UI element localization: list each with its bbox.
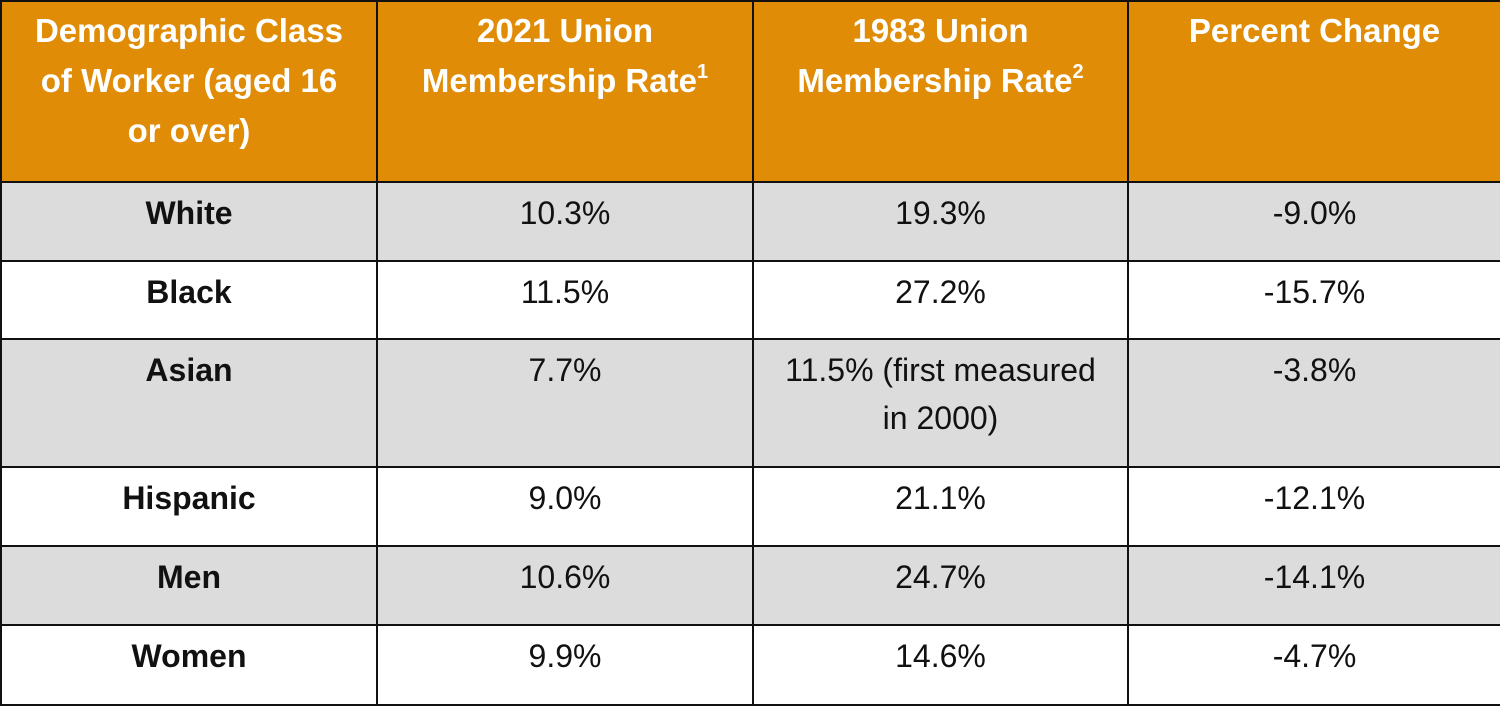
- cell: -15.7%: [1127, 260, 1500, 340]
- row-label: Hispanic: [0, 466, 378, 547]
- cell: -4.7%: [1127, 624, 1500, 706]
- table-row: Women 9.9% 14.6% -4.7%: [0, 624, 1500, 706]
- table-row: Men 10.6% 24.7% -14.1%: [0, 545, 1500, 626]
- cell: 9.0%: [376, 466, 754, 547]
- cell: 7.7%: [376, 338, 754, 468]
- cell: 10.3%: [376, 181, 754, 262]
- cell: 27.2%: [752, 260, 1129, 340]
- row-label: Women: [0, 624, 378, 706]
- cell: 11.5%: [376, 260, 754, 340]
- cell: -12.1%: [1127, 466, 1500, 547]
- header-text: 2021 Union Membership Rate: [421, 12, 697, 99]
- header-cell: 1983 Union Membership Rate2: [752, 0, 1129, 183]
- table-row: White 10.3% 19.3% -9.0%: [0, 181, 1500, 262]
- table-body: White 10.3% 19.3% -9.0% Black 11.5% 27.2% -15.7…: [0, 181, 1500, 706]
- header-text: 1983 Union Membership Rate: [797, 12, 1073, 99]
- table-row: Asian 7.7% 11.5% (first measured in 2000) -…: [0, 338, 1500, 468]
- header-text: Demographic Class of Worker (aged 16 or …: [34, 12, 344, 149]
- cell: 24.7%: [752, 545, 1129, 626]
- cell: 21.1%: [752, 466, 1129, 547]
- header-row: Demographic Class of Worker (aged 16 or …: [0, 0, 1500, 183]
- row-label: Black: [0, 260, 378, 340]
- cell: 11.5% (first measured in 2000): [752, 338, 1129, 468]
- footnote-mark: 1: [696, 61, 709, 83]
- header-cell: Percent Change: [1127, 0, 1500, 183]
- cell: -3.8%: [1127, 338, 1500, 468]
- table-row: Hispanic 9.0% 21.1% -12.1%: [0, 466, 1500, 547]
- cell: -9.0%: [1127, 181, 1500, 262]
- row-label: White: [0, 181, 378, 262]
- header-cell: Demographic Class of Worker (aged 16 or …: [0, 0, 378, 183]
- row-label: Asian: [0, 338, 378, 468]
- cell: 9.9%: [376, 624, 754, 706]
- table-row: Black 11.5% 27.2% -15.7%: [0, 260, 1500, 340]
- cell: 19.3%: [752, 181, 1129, 262]
- cell: 10.6%: [376, 545, 754, 626]
- cell: 14.6%: [752, 624, 1129, 706]
- header-text: Percent Change: [1188, 12, 1441, 49]
- header-cell: 2021 Union Membership Rate1: [376, 0, 754, 183]
- footnote-mark: 2: [1072, 61, 1084, 83]
- cell: -14.1%: [1127, 545, 1500, 626]
- row-label: Men: [0, 545, 378, 626]
